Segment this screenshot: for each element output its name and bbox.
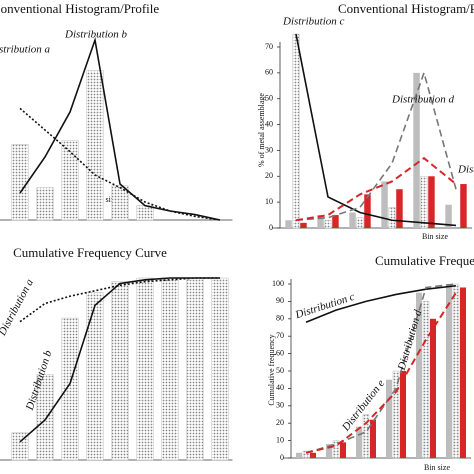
line (305, 283, 457, 454)
line (19, 36, 221, 221)
bar (340, 442, 346, 458)
y-tick-label: 40 (276, 383, 284, 392)
y-tick-label: 0 (280, 453, 284, 462)
bar (386, 379, 392, 458)
bar (452, 283, 460, 459)
y-tick-label: 90 (276, 296, 284, 305)
bar (381, 181, 388, 228)
bar (292, 33, 300, 229)
y-tick-label: 50 (276, 366, 284, 375)
bar (356, 217, 364, 229)
bar (430, 318, 436, 458)
chart-title: Cumulative Frequency Curve (13, 245, 167, 260)
line (19, 277, 220, 323)
line (19, 277, 220, 443)
y-tick-label: 0 (269, 223, 273, 232)
y-axis-label: Cumulative frequency (267, 334, 276, 405)
bar (36, 374, 54, 461)
chart-title: Conventional Histogram/Profile (338, 1, 474, 16)
bar (392, 370, 400, 459)
bar (86, 292, 104, 461)
y-tick-label: 70 (276, 331, 284, 340)
bar (364, 194, 371, 228)
bar (161, 277, 179, 461)
bar (36, 187, 54, 221)
bar (416, 292, 422, 458)
bar (396, 189, 403, 228)
bar (310, 452, 316, 458)
bar (186, 277, 204, 461)
bar (324, 219, 332, 229)
y-tick-label: 60 (265, 68, 273, 77)
y-axis-label: % of metal assemblage (257, 93, 266, 167)
series-label: Distribution a (0, 277, 36, 339)
series-label: Distribution a (0, 44, 51, 56)
bar (356, 426, 362, 458)
bar (111, 281, 129, 461)
y-tick-label: 10 (265, 197, 273, 206)
bar (11, 144, 29, 221)
line (305, 292, 457, 454)
bar (460, 287, 466, 458)
bar (136, 277, 154, 461)
bar (61, 317, 79, 461)
bar (349, 212, 356, 228)
line (305, 284, 457, 324)
series-label: Distribution e (457, 164, 474, 176)
bar (61, 140, 79, 221)
series-label: Distribution c (282, 16, 345, 28)
y-tick-label: 10 (276, 435, 284, 444)
bar (445, 204, 452, 228)
line (295, 33, 457, 227)
bar (332, 440, 340, 459)
y-tick-label: 100 (272, 279, 284, 288)
y-tick-label: 40 (265, 119, 273, 128)
chart-title: Conventional Histogram/Profile (0, 1, 159, 16)
bar (362, 414, 370, 459)
bar (388, 207, 396, 229)
bar (332, 215, 339, 228)
y-tick-label: 20 (276, 418, 284, 427)
line (295, 156, 457, 222)
bar (400, 371, 406, 458)
x-axis-label: Bin size (424, 463, 450, 472)
bar (300, 222, 307, 228)
bar (413, 72, 420, 228)
bar (428, 176, 435, 228)
line (295, 70, 457, 222)
bar (420, 176, 428, 229)
x-axis-label: Bin size (422, 232, 448, 241)
series-label: Distribution d (391, 94, 455, 106)
bar (285, 220, 292, 228)
bar (326, 444, 332, 458)
series-label: Distribution b (64, 29, 128, 41)
y-tick-label: 60 (276, 348, 284, 357)
y-tick-label: 30 (265, 145, 273, 154)
bar (111, 185, 129, 221)
bar (211, 277, 229, 461)
bar (422, 301, 430, 459)
bar (296, 452, 302, 458)
chart-title: Cumulative Frequency Curve (375, 253, 474, 268)
y-tick-label: 70 (265, 42, 273, 51)
y-tick-label: 50 (265, 94, 273, 103)
x-axis-label: Bin size (92, 195, 118, 204)
y-tick-label: 80 (276, 314, 284, 323)
bar (86, 70, 104, 221)
bar (446, 284, 452, 458)
bar (460, 184, 467, 228)
y-tick-label: 30 (276, 401, 284, 410)
line (19, 107, 221, 221)
bar (136, 205, 154, 221)
bar (370, 419, 376, 458)
bar (11, 432, 29, 461)
y-tick-label: 20 (265, 171, 273, 180)
bar (317, 215, 324, 228)
bar (302, 450, 310, 459)
